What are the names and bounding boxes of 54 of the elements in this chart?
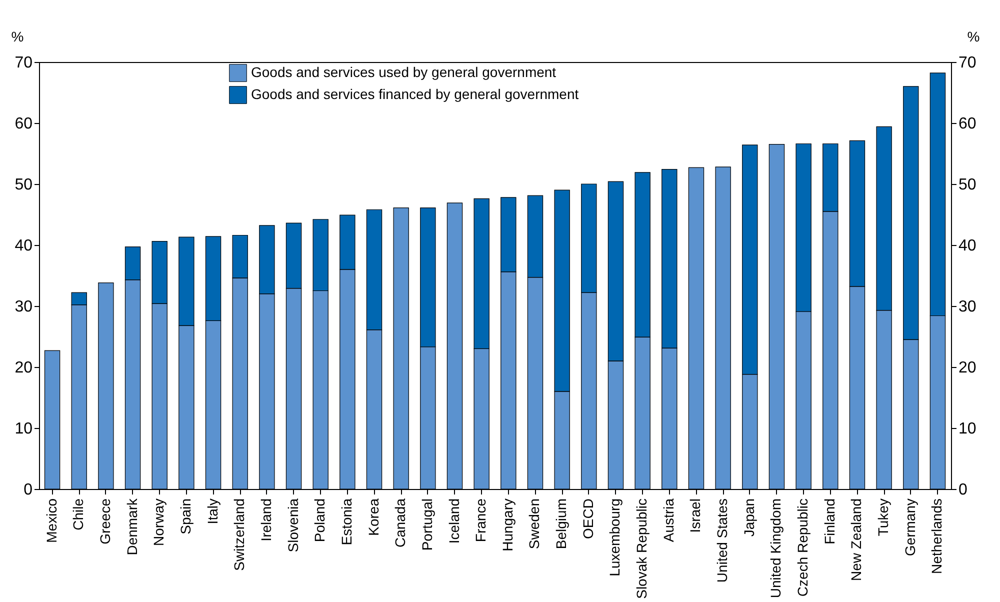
x-tick-label: Iceland bbox=[446, 498, 462, 544]
y2-tick-label: 10 bbox=[958, 420, 976, 438]
legend-label: Goods and services used by general government bbox=[251, 64, 556, 80]
legend-label: Goods and services financed by general government bbox=[251, 86, 579, 102]
x-tick-label: Slovenia bbox=[284, 498, 301, 552]
x-tick-label: Korea bbox=[365, 498, 382, 536]
x-tick-label: Israel bbox=[687, 498, 704, 533]
x-tick-label: United States bbox=[714, 498, 730, 583]
y-tick-label: 0 bbox=[24, 482, 33, 498]
x-tick-label: Sweden bbox=[526, 498, 542, 550]
y2-axis-title: % bbox=[967, 28, 980, 44]
y-tick-label: 10 bbox=[14, 420, 33, 438]
x-tick-label: Tukey bbox=[875, 498, 892, 536]
y2-tick-label: 40 bbox=[958, 238, 976, 254]
x-tick-label: United Kingdom bbox=[768, 498, 784, 598]
x-tick-label: Belgium bbox=[553, 498, 570, 550]
x-tick-label: Chile bbox=[70, 498, 86, 530]
y2-tick-label: 50 bbox=[958, 176, 976, 194]
y2-tick-label: 0 bbox=[958, 482, 968, 498]
y-tick-label: 70 bbox=[14, 54, 33, 72]
y-tick-label: 30 bbox=[14, 298, 33, 316]
x-tick-label: OECD bbox=[580, 498, 596, 539]
y-axis-title: % bbox=[11, 28, 24, 44]
x-tick-label: France bbox=[472, 498, 489, 542]
x-tick-label: Germany bbox=[902, 498, 918, 556]
x-tick-label: New Zealand bbox=[848, 498, 864, 581]
x-tick-label: Hungary bbox=[499, 498, 516, 552]
x-tick-label: Portugal bbox=[418, 498, 435, 551]
x-tick-label: Finland bbox=[821, 498, 838, 544]
x-tick-label: Greece bbox=[96, 498, 113, 544]
x-tick-label: Austria bbox=[660, 498, 676, 542]
x-tick-label: Italy bbox=[204, 498, 220, 524]
x-tick-label: Luxembourg bbox=[606, 498, 623, 576]
x-tick-label: Estonia bbox=[338, 498, 354, 546]
y2-tick-label: 60 bbox=[958, 116, 976, 132]
x-tick-label: Norway bbox=[150, 498, 167, 546]
y2-tick-label: 30 bbox=[958, 298, 976, 316]
x-tick-label: Ireland bbox=[258, 498, 274, 542]
x-tick-label: Poland bbox=[312, 498, 328, 542]
x-tick-label: Denmark bbox=[124, 498, 140, 556]
y-tick-label: 40 bbox=[14, 238, 33, 254]
x-tick-label: Spain bbox=[177, 498, 194, 534]
x-tick-label: Slovak Republic bbox=[634, 498, 650, 599]
x-tick-label: Netherlands bbox=[928, 498, 945, 574]
x-tick-label: Canada bbox=[392, 498, 408, 548]
y-tick-label: 20 bbox=[14, 360, 33, 376]
x-tick-label: Switzerland bbox=[231, 498, 248, 571]
x-tick-label: Czech Republic bbox=[794, 498, 811, 597]
y2-tick-label: 20 bbox=[958, 360, 976, 376]
x-tick-label: Japan bbox=[740, 498, 757, 537]
y-tick-label: 50 bbox=[14, 176, 33, 194]
x-tick-label: Mexico bbox=[43, 498, 60, 543]
y-tick-label: 60 bbox=[14, 116, 33, 132]
y2-tick-label: 70 bbox=[958, 54, 976, 72]
